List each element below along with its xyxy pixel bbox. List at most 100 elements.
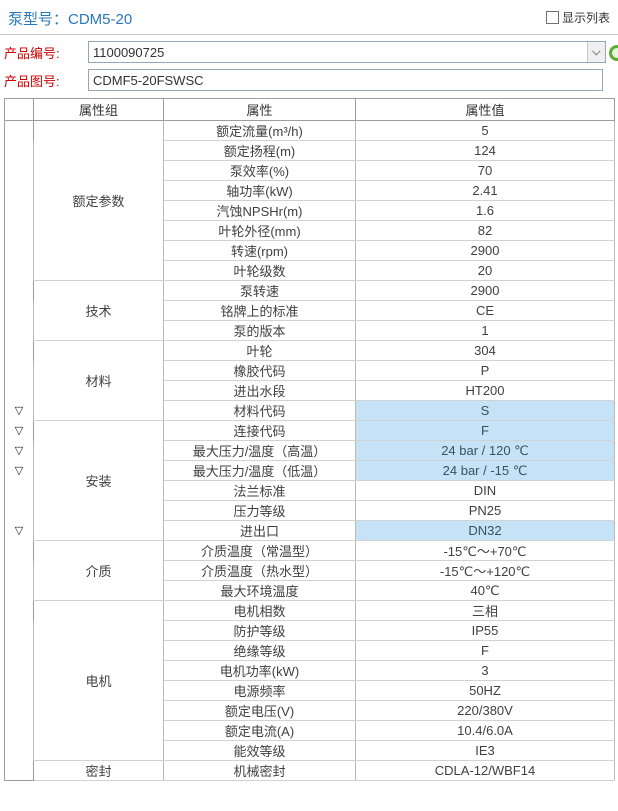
attribute-value-cell[interactable]: S — [355, 400, 615, 421]
attribute-name-cell: 材料代码 — [163, 400, 356, 421]
table-row: 进出水段 HT200 — [4, 380, 615, 401]
attribute-value-cell: -15℃～+70℃ — [355, 540, 615, 561]
row-marker-empty — [4, 580, 34, 601]
attribute-name-cell: 压力等级 — [163, 500, 356, 521]
table-row: 材料 叶轮 304 — [4, 340, 615, 421]
row-marker-empty — [4, 300, 34, 321]
show-list-checkbox[interactable] — [545, 11, 559, 24]
product-drawing-input[interactable] — [88, 69, 603, 91]
spec-table: 属性组 属性 属性值 额定参数 额定流量(m³/h) 5 额定扬程(m) 124 泵效率(… — [4, 98, 615, 781]
attribute-value-cell: 20 — [355, 260, 615, 281]
pump-model-label: 泵型号： — [8, 11, 69, 28]
table-row: ▽ 最大压力/温度（低温） 24 bar / -15 ℃ — [4, 460, 615, 481]
combo-dropdown-button[interactable] — [587, 42, 605, 62]
attribute-name-cell: 最大压力/温度（高温） — [163, 440, 356, 461]
attribute-name-cell: 橡胶代码 — [163, 360, 356, 381]
attribute-value-cell: 1 — [355, 320, 615, 341]
row-marker-empty — [4, 360, 34, 381]
attribute-name-cell: 进出口 — [163, 520, 356, 541]
header-attribute-value: 属性值 — [355, 98, 615, 121]
attribute-group-cell: 密封 — [33, 760, 164, 781]
row-expand-marker-icon[interactable]: ▽ — [4, 420, 34, 441]
attribute-name-cell: 最大压力/温度（低温） — [163, 460, 356, 481]
attribute-value-cell: 124 — [355, 140, 615, 161]
table-row: ▽ 安装 连接代码 F — [4, 420, 615, 541]
row-marker-empty — [4, 200, 34, 221]
attribute-name-cell: 电机功率(kW) — [163, 660, 356, 681]
row-marker-empty — [4, 260, 34, 281]
row-marker-empty — [4, 220, 34, 241]
table-row: 汽蚀NPSHr(m) 1.6 — [4, 200, 615, 221]
attribute-name-cell: 进出水段 — [163, 380, 356, 401]
row-marker-empty — [4, 620, 34, 641]
table-row: 叶轮级数 20 — [4, 260, 615, 281]
attribute-value-cell[interactable]: 24 bar / 120 ℃ — [355, 440, 615, 461]
product-drawing-label: 产品图号: — [4, 73, 60, 89]
product-code-value[interactable]: 1100090725 — [93, 44, 165, 60]
row-expand-marker-icon[interactable]: ▽ — [4, 460, 34, 481]
row-marker-empty — [4, 320, 34, 341]
attribute-name-cell: 防护等级 — [163, 620, 356, 641]
table-row: 防护等级 IP55 — [4, 620, 615, 641]
row-marker-empty — [4, 560, 34, 581]
attribute-name-cell: 转速(rpm) — [163, 240, 356, 261]
attribute-group-cell: 技术 — [33, 280, 164, 341]
attribute-value-cell: HT200 — [355, 380, 615, 401]
row-marker-empty — [4, 160, 34, 181]
attribute-name-cell: 介质温度（热水型） — [163, 560, 356, 581]
header-marker-column — [4, 98, 34, 121]
row-marker-empty — [4, 640, 34, 661]
row-marker-empty — [4, 140, 34, 161]
row-marker-empty — [4, 760, 34, 781]
attribute-value-cell: -15℃～+120℃ — [355, 560, 615, 581]
table-row: 额定参数 额定流量(m³/h) 5 — [4, 120, 615, 281]
page-title: 泵型号：CDM5-20 — [8, 8, 132, 29]
attribute-name-cell: 介质温度（常温型） — [163, 540, 356, 561]
row-expand-marker-icon[interactable]: ▽ — [4, 400, 34, 421]
show-list-control[interactable]: 显示列表 — [545, 9, 610, 26]
row-marker-empty — [4, 740, 34, 761]
row-marker-empty — [4, 660, 34, 681]
row-marker-empty — [4, 680, 34, 701]
attribute-value-cell: 5 — [355, 120, 615, 141]
row-marker-empty — [4, 540, 34, 561]
attribute-value-cell[interactable]: 24 bar / -15 ℃ — [355, 460, 615, 481]
table-row: 压力等级 PN25 — [4, 500, 615, 521]
chevron-down-icon — [591, 47, 601, 56]
row-marker-empty — [4, 600, 34, 621]
attribute-value-cell[interactable]: DN32 — [355, 520, 615, 541]
table-row: 电源频率 50HZ — [4, 680, 615, 701]
row-marker-empty — [4, 720, 34, 741]
attribute-name-cell: 绝缘等级 — [163, 640, 356, 661]
attribute-group-cell: 材料 — [33, 340, 164, 421]
row-expand-marker-icon[interactable]: ▽ — [4, 440, 34, 461]
table-row: 技术 泵转速 2900 — [4, 280, 615, 341]
table-row: 绝缘等级 F — [4, 640, 615, 661]
attribute-value-cell: IE3 — [355, 740, 615, 761]
attribute-name-cell: 铭牌上的标准 — [163, 300, 356, 321]
table-row: 电机 电机相数 三相 — [4, 600, 615, 761]
table-row: 泵效率(%) 70 — [4, 160, 615, 181]
row-expand-marker-icon[interactable]: ▽ — [4, 520, 34, 541]
attribute-value-cell: PN25 — [355, 500, 615, 521]
attribute-name-cell: 叶轮级数 — [163, 260, 356, 281]
attribute-name-cell: 机械密封 — [163, 760, 356, 781]
attribute-name-cell: 最大环境温度 — [163, 580, 356, 601]
product-code-combobox[interactable]: 1100090725 — [88, 41, 606, 63]
product-code-label: 产品编号: — [4, 45, 60, 61]
attribute-group-cell: 介质 — [33, 540, 164, 601]
attribute-name-cell: 电源频率 — [163, 680, 356, 701]
attribute-name-cell: 轴功率(kW) — [163, 180, 356, 201]
product-code-row: 产品编号: 1100090725 — [2, 41, 618, 63]
attribute-name-cell: 额定扬程(m) — [163, 140, 356, 161]
table-row: 额定电压(V) 220/380V — [4, 700, 615, 721]
table-row: 密封 机械密封 CDLA-12/WBF14 — [4, 760, 615, 781]
attribute-value-cell: DIN — [355, 480, 615, 501]
spec-table-body: 额定参数 额定流量(m³/h) 5 额定扬程(m) 124 泵效率(%) 70 轴功率(kW)… — [4, 120, 615, 781]
attribute-name-cell: 额定电压(V) — [163, 700, 356, 721]
attribute-value-cell: 82 — [355, 220, 615, 241]
refresh-icon[interactable] — [609, 45, 618, 61]
attribute-value-cell[interactable]: F — [355, 420, 615, 441]
title-bar: 泵型号：CDM5-20 显示列表 — [0, 0, 618, 35]
attribute-value-cell: 1.6 — [355, 200, 615, 221]
